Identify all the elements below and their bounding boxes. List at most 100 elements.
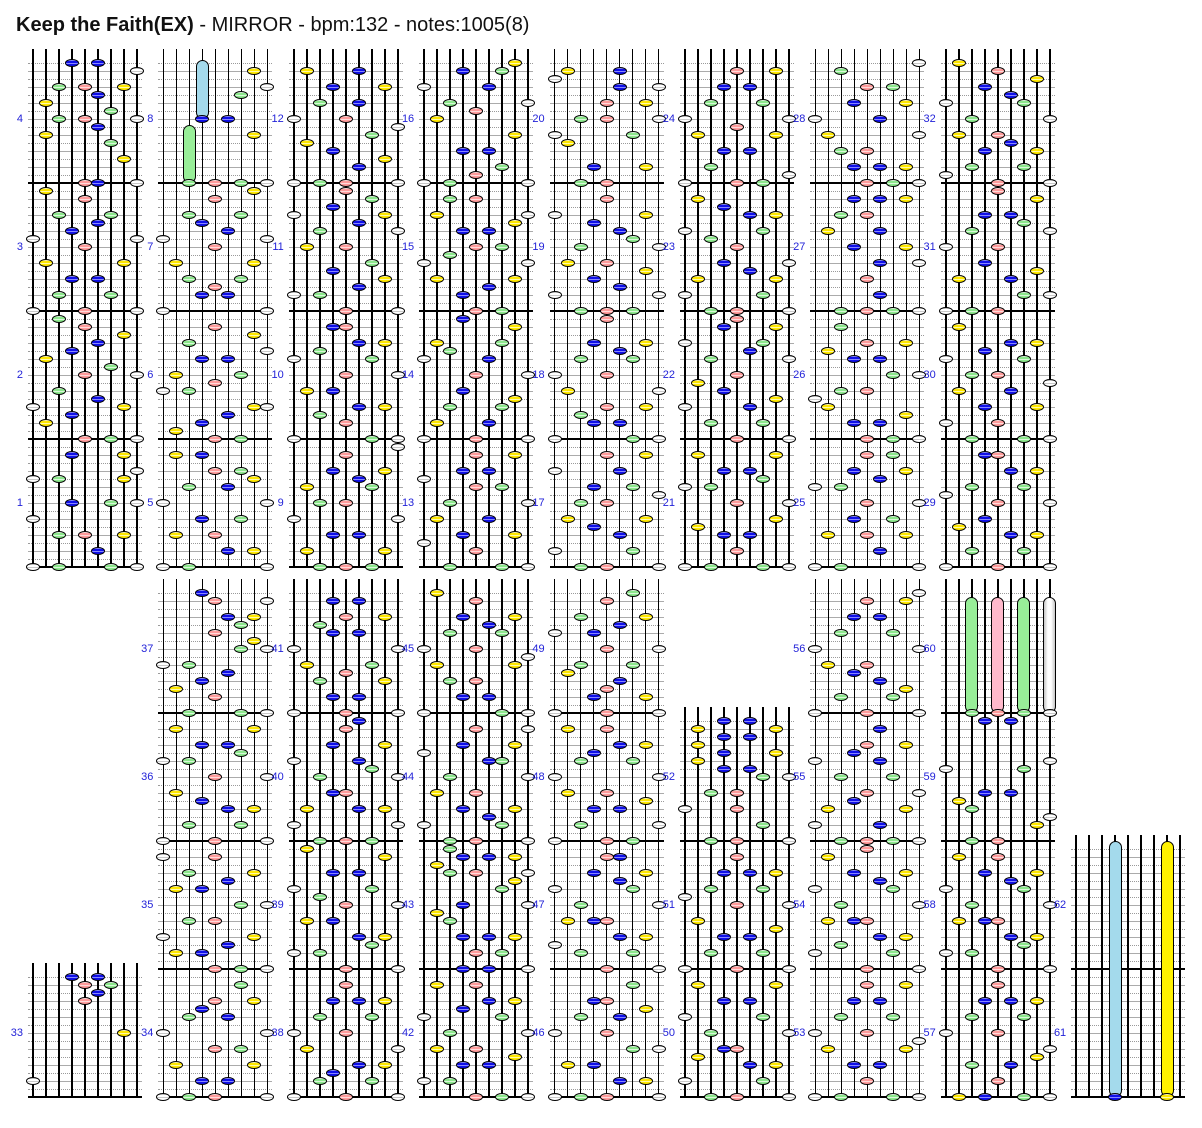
note (364, 355, 379, 363)
lane-line (827, 579, 830, 1098)
note (769, 67, 783, 75)
measure-number: 14 (401, 369, 415, 381)
note (182, 1013, 197, 1021)
note (704, 1029, 718, 1037)
measure-number: 40 (271, 771, 284, 783)
note (782, 901, 796, 909)
note (847, 613, 862, 621)
note (299, 1045, 314, 1053)
note (377, 853, 392, 861)
note (990, 1029, 1005, 1037)
note (860, 211, 875, 219)
note (26, 1077, 40, 1085)
note (886, 949, 901, 957)
note (130, 499, 144, 507)
note (899, 243, 914, 251)
note (325, 629, 340, 637)
note (547, 435, 562, 443)
note (260, 1093, 275, 1101)
note (443, 677, 458, 685)
note (586, 419, 601, 427)
note (260, 901, 275, 909)
note (573, 821, 588, 829)
lane-line (592, 49, 595, 568)
note (430, 861, 445, 869)
note (899, 685, 914, 693)
note (52, 115, 66, 123)
note (182, 1093, 197, 1101)
note (208, 531, 223, 539)
note (338, 837, 353, 845)
note (247, 637, 262, 645)
note (638, 267, 653, 275)
note (612, 283, 627, 291)
note (743, 765, 757, 773)
note (573, 307, 588, 315)
note (52, 387, 66, 395)
note (351, 163, 366, 171)
note (730, 67, 744, 75)
note (651, 387, 666, 395)
note (625, 435, 640, 443)
note (886, 435, 901, 443)
note (599, 179, 614, 187)
note (508, 275, 523, 283)
note (886, 515, 901, 523)
note (312, 773, 327, 781)
note (377, 83, 392, 91)
note (430, 515, 445, 523)
note (234, 645, 249, 653)
lane-line (723, 707, 725, 1098)
note (221, 941, 236, 949)
note (899, 99, 914, 107)
note (130, 235, 144, 243)
note (834, 387, 849, 395)
note (860, 789, 875, 797)
note (951, 797, 966, 805)
note (169, 427, 184, 435)
note (599, 837, 614, 845)
note (808, 483, 823, 491)
note (65, 59, 79, 67)
note (847, 749, 862, 757)
note (39, 259, 53, 267)
note (599, 789, 614, 797)
note (912, 563, 927, 571)
note (1042, 965, 1057, 973)
lane-line (1036, 579, 1038, 1098)
note (547, 131, 562, 139)
lane-line (123, 49, 125, 568)
note (78, 997, 92, 1005)
note (390, 435, 405, 443)
note (104, 139, 118, 147)
note (417, 539, 432, 547)
lane-line (644, 49, 647, 568)
note (508, 613, 523, 621)
note (691, 275, 705, 283)
note (130, 467, 144, 475)
lane-line (1075, 835, 1077, 1098)
note (612, 853, 627, 861)
measure-number: 34 (141, 1027, 154, 1039)
lane-line (201, 49, 204, 568)
note (873, 163, 888, 171)
note (691, 1053, 705, 1061)
note (834, 483, 849, 491)
note (599, 115, 614, 123)
note (847, 917, 862, 925)
note (651, 901, 666, 909)
note (860, 981, 875, 989)
note (782, 563, 796, 571)
note (338, 243, 353, 251)
note (756, 773, 770, 781)
note (730, 123, 744, 131)
note (704, 307, 718, 315)
note (443, 869, 458, 877)
note (234, 91, 249, 99)
note (756, 563, 770, 571)
note (1029, 1053, 1044, 1061)
measure-number: 47 (532, 899, 545, 911)
lane-line (1153, 835, 1155, 1098)
lane-line (618, 49, 621, 568)
note (390, 901, 405, 909)
